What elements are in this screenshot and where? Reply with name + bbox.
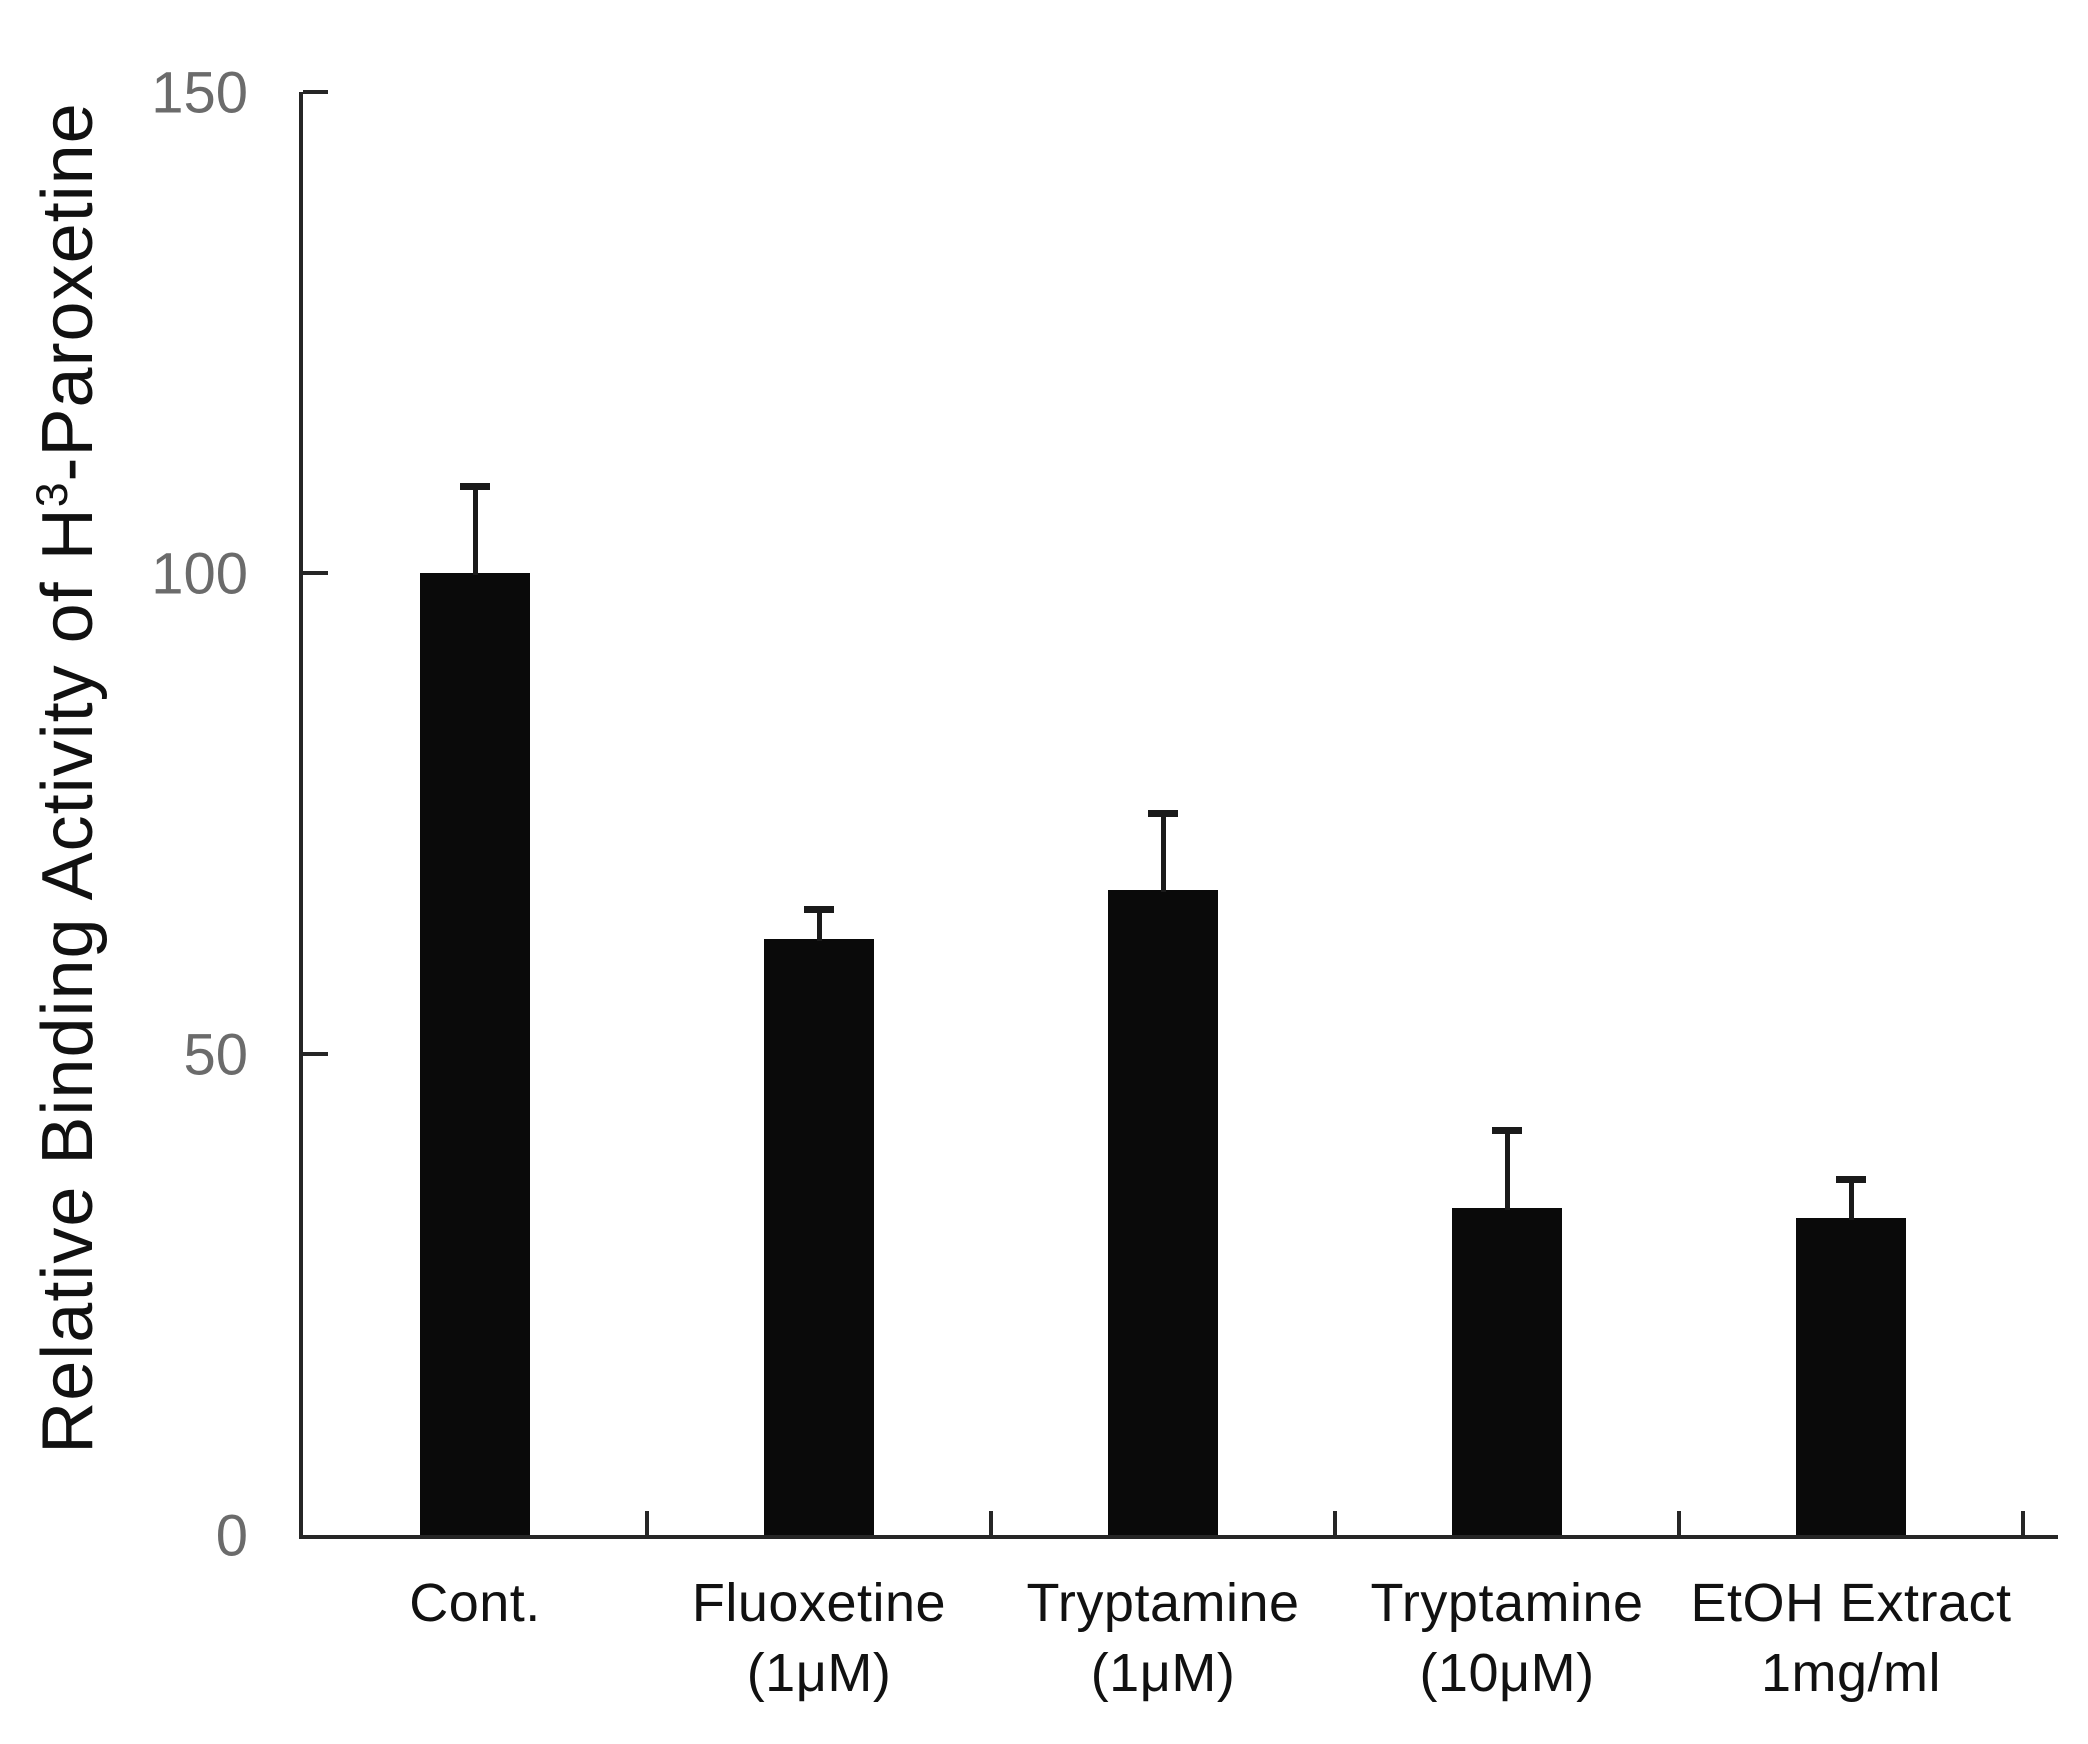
x-category-label: Tryptamine (1μM) xyxy=(953,1568,1373,1708)
y-tick-label: 150 xyxy=(151,60,248,126)
error-bar-cap xyxy=(804,906,834,914)
bar xyxy=(1108,890,1218,1535)
error-bar-stem xyxy=(1160,813,1166,893)
error-bar-stem xyxy=(816,909,822,941)
bar xyxy=(1452,1207,1562,1535)
y-axis-line xyxy=(299,92,303,1539)
x-category-label-line: Tryptamine xyxy=(1370,1573,1644,1633)
x-axis-tick xyxy=(645,1511,649,1535)
x-category-label-line: Cont. xyxy=(409,1573,541,1633)
error-bar-stem xyxy=(1504,1130,1510,1210)
error-bar-cap xyxy=(1492,1127,1522,1135)
x-category-label: Tryptamine (10μM) xyxy=(1297,1568,1717,1708)
x-category-label-line: EtOH Extract xyxy=(1690,1573,2012,1633)
x-category-label-line: (1μM) xyxy=(746,1643,892,1703)
x-axis-tick xyxy=(989,1511,993,1535)
y-tick-label: 100 xyxy=(151,541,248,607)
error-bar-cap xyxy=(460,482,490,490)
y-tick-label: 0 xyxy=(215,1503,248,1569)
error-bar-cap xyxy=(1148,810,1178,817)
y-tick xyxy=(303,90,328,94)
y-tick xyxy=(303,571,328,575)
x-axis-line xyxy=(299,1535,2058,1539)
y-axis-title-post: -Paroxetine xyxy=(28,102,108,482)
y-axis-title-superscript: 3 xyxy=(28,481,77,508)
bar xyxy=(764,938,874,1535)
x-category-label: Fluoxetine (1μM) xyxy=(609,1568,1029,1708)
x-category-label-line: 1mg/ml xyxy=(1760,1643,1942,1703)
y-axis-title: Relative Binding Activity of H3-Paroxeti… xyxy=(27,102,109,1453)
x-category-label-line: (1μM) xyxy=(1090,1643,1236,1703)
x-category-label: EtOH Extract 1mg/ml xyxy=(1641,1568,2061,1708)
y-axis-title-pre: Relative Binding Activity of H xyxy=(28,507,108,1454)
error-bar-stem xyxy=(472,486,478,575)
y-tick xyxy=(303,1052,328,1056)
x-category-label-line: Fluoxetine xyxy=(691,1573,947,1633)
bar xyxy=(420,573,530,1535)
x-axis-tick xyxy=(1333,1511,1337,1535)
error-bar-cap xyxy=(1836,1175,1866,1183)
x-axis-tick xyxy=(2021,1511,2025,1535)
y-tick-label: 50 xyxy=(183,1022,248,1088)
bar xyxy=(1796,1217,1906,1535)
x-axis-tick xyxy=(1677,1511,1681,1535)
x-category-label-line: Tryptamine xyxy=(1026,1573,1300,1633)
error-bar-stem xyxy=(1848,1179,1854,1220)
x-category-label-line: (10μM) xyxy=(1419,1643,1595,1703)
x-category-label: Cont. xyxy=(265,1568,685,1638)
